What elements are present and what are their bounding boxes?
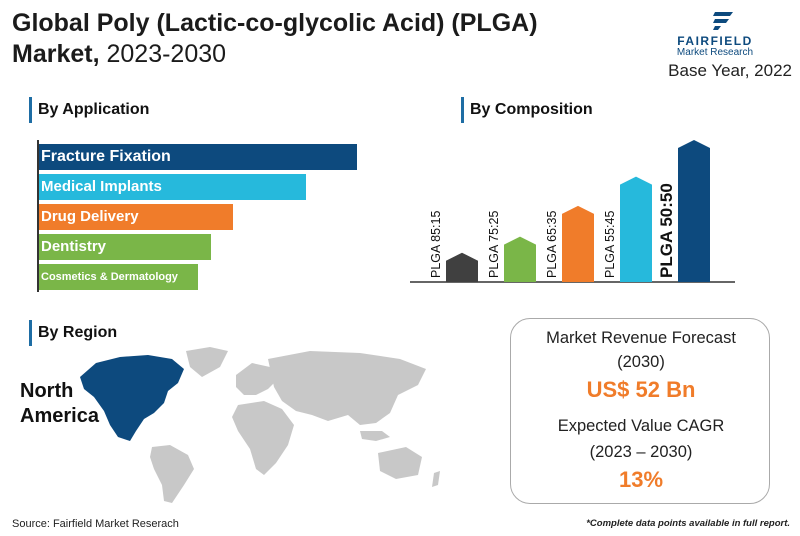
region-label: North America (20, 379, 120, 429)
title-market: Market, (12, 40, 100, 68)
europe-shape (236, 363, 278, 395)
section-region-heading: By Region (29, 320, 117, 346)
application-bar-label: Drug Delivery (41, 208, 139, 225)
southeast-asia-shape (360, 431, 390, 441)
section-application-heading: By Application (29, 97, 149, 123)
composition-bar-plga-85-15 (446, 252, 478, 282)
application-bar-dentistry: Dentistry (39, 234, 211, 260)
source-note: Source: Fairfield Market Reserach (12, 518, 179, 530)
application-bar-fracture-fixation: Fracture Fixation (39, 144, 357, 170)
logo-subtitle: Market Research (676, 47, 754, 58)
composition-bar-label: PLGA 85:15 (429, 211, 443, 278)
composition-bar-plga-75-25 (504, 236, 536, 282)
africa-shape (232, 401, 294, 475)
cagr-value: 13% (618, 467, 664, 492)
world-map-other-regions (150, 347, 440, 503)
base-year: Base Year, 2022 (668, 61, 792, 80)
title-years: 2023-2030 (99, 40, 227, 68)
australia-shape (378, 447, 422, 479)
region-label-line-2: America (20, 405, 99, 427)
composition-bar-label: PLGA 75:25 (487, 211, 501, 278)
cagr-label: Expected Value CAGR (557, 417, 725, 435)
composition-bar-plga-50-50 (678, 140, 710, 282)
south-america-shape (150, 445, 194, 503)
footnote: *Complete data points available in full … (586, 518, 790, 529)
cagr-period: (2023 – 2030) (589, 443, 693, 461)
asia-shape (268, 351, 426, 425)
application-bar-cosmetics-dermatology: Cosmetics & Dermatology (39, 264, 198, 290)
page-title: Global Poly (Lactic-co-glycolic Acid) (P… (12, 8, 592, 70)
application-bar-label: Cosmetics & Dermatology (41, 271, 178, 283)
world-map (80, 347, 440, 503)
fairfield-logo-mark-icon (713, 12, 733, 30)
composition-bar-label: PLGA 50:50 (657, 183, 676, 278)
logo-name: FAIRFIELD (677, 34, 753, 48)
section-composition-heading: By Composition (461, 97, 593, 123)
forecast-value: US$ 52 Bn (586, 377, 696, 402)
application-axis-line (37, 140, 39, 292)
application-bar-label: Fracture Fixation (41, 148, 171, 165)
composition-bar-chart: PLGA 85:15 PLGA 75:25 PLGA 65:35 PLGA 55:45… (410, 140, 735, 283)
north-america-shape (80, 355, 184, 441)
application-bar-label: Medical Implants (41, 178, 162, 195)
application-bar-drug-delivery: Drug Delivery (39, 204, 233, 230)
forecast-year: (2030) (617, 353, 665, 371)
greenland-shape (186, 347, 228, 377)
composition-bar-plga-55-45 (620, 176, 652, 282)
composition-bar-plga-65-35 (562, 205, 594, 282)
application-bar-medical-implants: Medical Implants (39, 174, 307, 200)
forecast-label: Market Revenue Forecast (546, 329, 736, 347)
new-zealand-shape (432, 471, 440, 487)
title-line-1: Global Poly (Lactic-co-glycolic Acid) (P… (12, 9, 538, 37)
composition-bar-label: PLGA 55:45 (603, 211, 617, 278)
market-forecast-box: Market Revenue Forecast (2030) US$ 52 Bn… (510, 318, 770, 504)
region-label-line-1: North (20, 380, 74, 402)
composition-bar-label: PLGA 65:35 (545, 211, 559, 278)
application-bar-label: Dentistry (41, 238, 107, 255)
